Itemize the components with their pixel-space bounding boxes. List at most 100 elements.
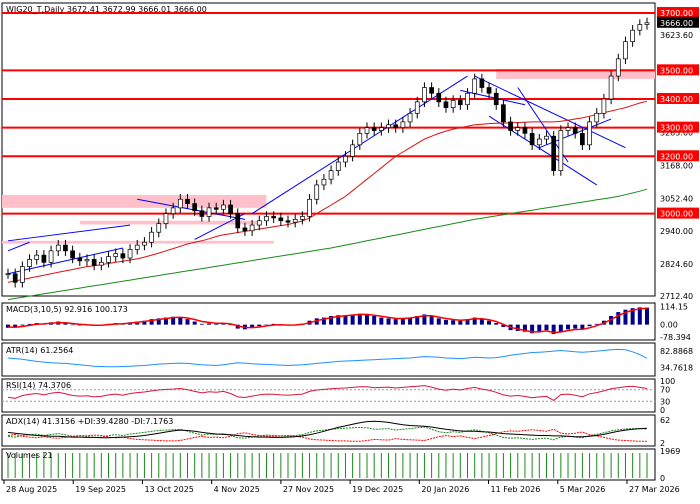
macd-histogram-bar: [336, 315, 341, 325]
price-candle-body: [192, 203, 198, 212]
price-candle-body: [422, 87, 427, 103]
macd-histogram-bar: [199, 323, 204, 325]
trendline: [7, 224, 131, 242]
macd-histogram-bar: [436, 318, 441, 325]
price-candle-body: [321, 178, 327, 186]
price-candle-body: [572, 127, 578, 134]
price-candle-body: [414, 101, 420, 114]
price-candle-body: [386, 124, 391, 128]
x-axis-date-label: 19 Sep 2025: [75, 485, 126, 494]
key-level-label: 3200.00: [660, 152, 693, 161]
macd-histogram-bar: [386, 318, 391, 325]
adx-label: ADX(14) 41.3156 +DI:39.4280 -DI:7.1763: [6, 417, 173, 426]
macd-tick-label: -78.394: [660, 333, 691, 342]
key-level-tag: [657, 121, 699, 133]
macd-histogram-bar: [20, 324, 25, 326]
current-price-label: 3666.00: [660, 19, 693, 28]
macd-histogram-bar: [443, 319, 448, 325]
rsi-line: [7, 385, 648, 402]
x-axis-date-label: 4 Nov 2025: [214, 485, 260, 494]
price-candle-body: [472, 78, 478, 94]
price-candle-body: [508, 121, 513, 131]
moving-average-red: [7, 100, 648, 283]
price-candle-body: [450, 100, 456, 108]
key-level-tag: [657, 92, 699, 104]
key-level-tag: [657, 207, 699, 219]
price-candle-body: [608, 75, 614, 100]
macd-histogram-bar: [372, 316, 377, 325]
price-candle-body: [221, 204, 226, 210]
price-candle-body: [615, 58, 621, 77]
macd-histogram-bar: [250, 324, 255, 328]
key-level-tag: [657, 150, 699, 162]
key-level-tag: [657, 7, 699, 19]
price-candle-body: [48, 250, 54, 263]
macd-histogram-bar: [494, 323, 499, 325]
price-tick-label: 2940.00: [660, 227, 693, 236]
price-candle-body: [120, 253, 126, 259]
macd-histogram-bar: [314, 318, 319, 325]
price-candle-body: [536, 138, 542, 146]
adx-main-line: [7, 420, 648, 439]
macd-tick-label: 0.00: [660, 321, 678, 330]
price-candle-body: [134, 244, 140, 250]
price-candle-body: [587, 121, 592, 146]
price-candle-body: [630, 29, 635, 43]
panel-frame-price: [1, 2, 656, 297]
key-level-label: 3700.00: [660, 9, 693, 18]
macd-histogram-bar: [616, 312, 621, 325]
price-candle-body: [300, 216, 305, 220]
price-candle-body: [163, 213, 169, 224]
price-candle-body: [142, 241, 147, 246]
price-candle-body: [493, 92, 499, 106]
macd-histogram-bar: [451, 320, 456, 325]
price-candle-body: [479, 78, 485, 88]
macd-histogram-bar: [264, 324, 269, 326]
adx-tick-label: 2: [660, 439, 665, 448]
macd-histogram-bar: [364, 314, 369, 325]
price-candle-body: [199, 210, 205, 217]
macd-histogram-bar: [530, 324, 535, 334]
price-candle-body: [170, 207, 176, 214]
price-candle-body: [371, 127, 377, 131]
x-axis-date-label: 27 Mar 2026: [629, 485, 680, 494]
price-candle-body: [292, 218, 298, 223]
macd-histogram-bar: [192, 321, 197, 325]
price-candle-body: [84, 259, 90, 262]
price-tick-label: 3168.00: [660, 161, 693, 170]
x-axis-date-label: 28 Aug 2025: [6, 485, 57, 494]
macd-histogram-bar: [465, 319, 470, 325]
price-candle-body: [357, 133, 363, 146]
price-tick-label: 3623.60: [660, 31, 693, 40]
macd-histogram-bar: [13, 324, 18, 327]
price-candle-body: [285, 220, 291, 223]
macd-histogram-bar: [587, 324, 592, 327]
price-tick-label: 2824.60: [660, 260, 693, 269]
macd-histogram-bar: [228, 324, 233, 326]
macd-histogram-bar: [594, 323, 599, 325]
macd-histogram-bar: [623, 309, 628, 325]
macd-histogram-bar: [63, 323, 68, 325]
price-candle-body: [429, 87, 434, 94]
adx-minus-di-line: [7, 428, 647, 442]
trendline: [488, 115, 598, 186]
price-candle-body: [443, 101, 449, 108]
macd-histogram-bar: [580, 324, 585, 330]
atr-line: [7, 348, 648, 368]
macd-histogram-bar: [415, 316, 420, 325]
macd-histogram-bar: [429, 316, 434, 325]
price-candle-body: [558, 130, 564, 171]
panel-frame-rsi: [1, 378, 656, 413]
macd-histogram-bar: [142, 320, 147, 325]
price-candle-body: [601, 98, 607, 114]
macd-histogram-bar: [178, 317, 183, 325]
rsi-tick-label: 0: [660, 406, 665, 415]
moving-average-green: [7, 188, 648, 301]
trendline: [7, 241, 30, 252]
price-candle-body: [314, 184, 320, 200]
price-candle-body: [106, 256, 111, 263]
price-tick-label: 3283.60: [660, 128, 693, 137]
support-zone-a: [79, 220, 260, 225]
macd-histogram-bar: [515, 324, 520, 331]
price-candle-body: [522, 127, 528, 134]
